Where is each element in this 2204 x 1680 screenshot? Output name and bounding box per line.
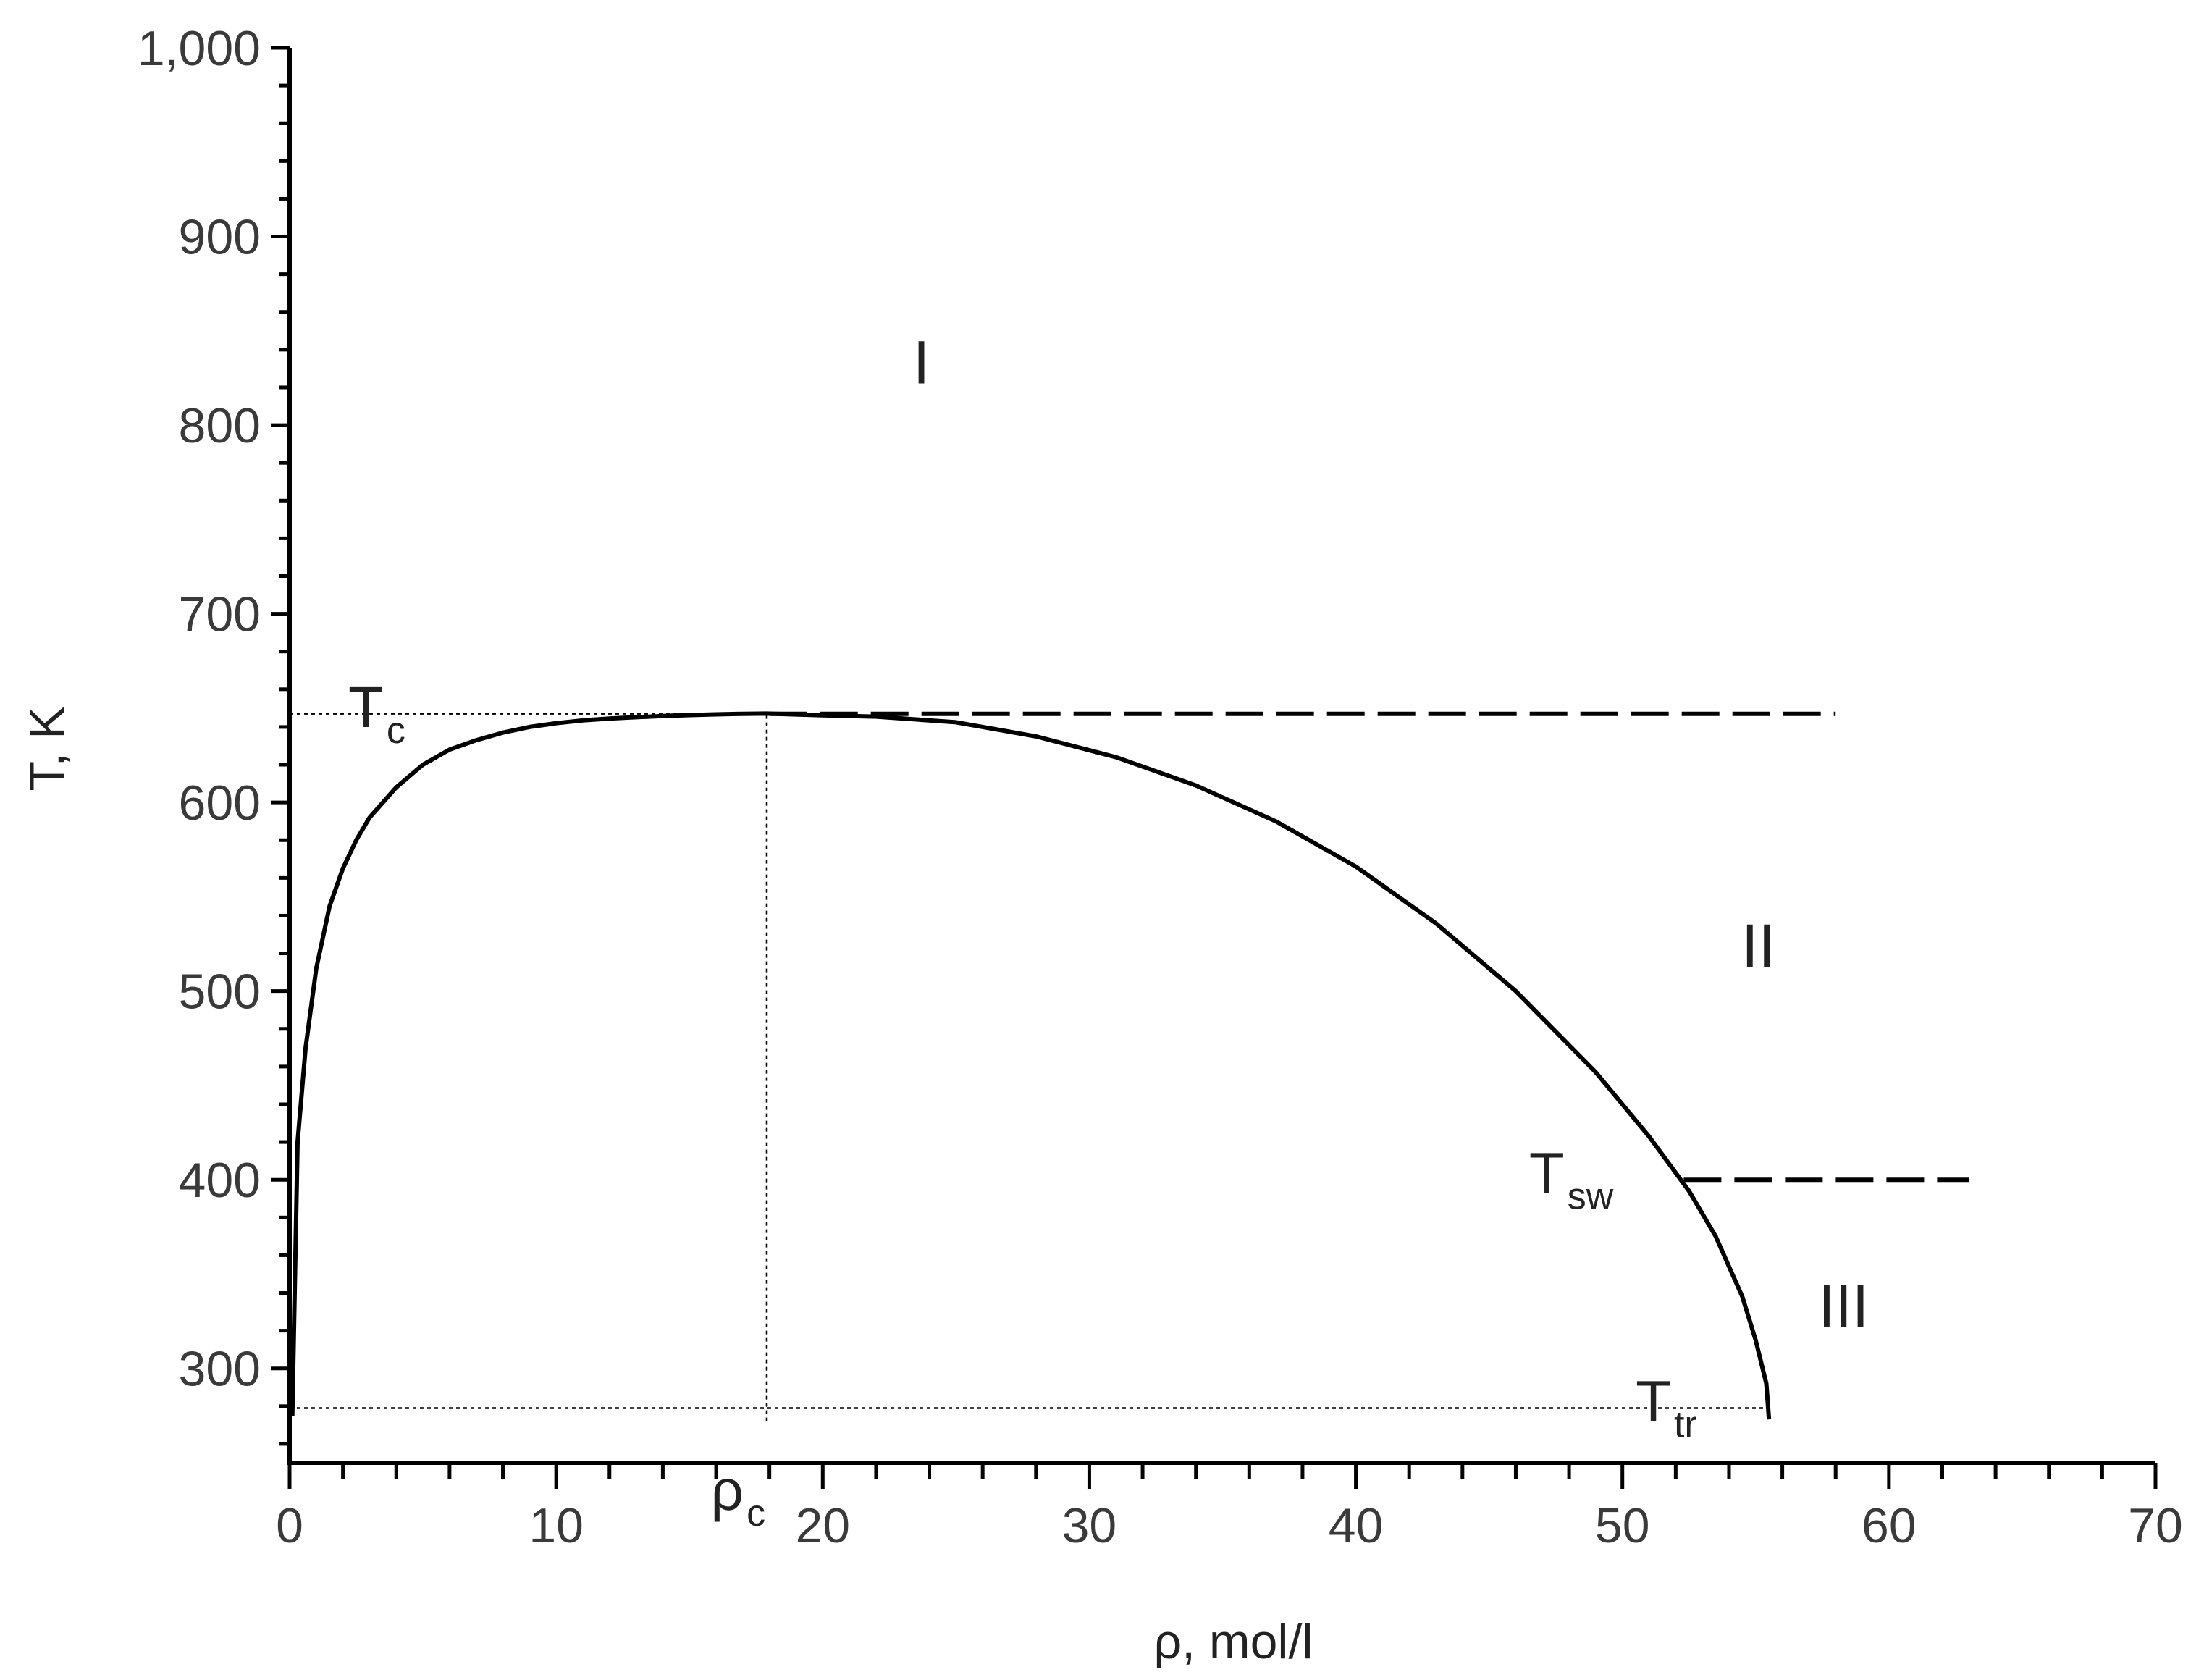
tick-labels: 300 400 500 600 700 800 900 1,000 0 10 20 30 40 50 60 7… [138,21,2183,1553]
y-tick-label: 600 [179,776,261,831]
annotation-label: ρc [711,1458,766,1534]
x-tick-label: 50 [1595,1498,1650,1553]
y-tick-label: 700 [179,587,261,642]
y-axis-title: T, K [20,706,75,791]
coexistence-curve [290,711,1772,1420]
region-label: III [1818,1272,1869,1340]
y-tick-label: 900 [179,210,261,265]
x-tick-label: 40 [1329,1498,1384,1553]
annotation-label: Tc [348,675,405,752]
y-tick-label: 300 [179,1342,261,1397]
annotation-label: Tsw [1529,1141,1614,1217]
region-label: II [1741,912,1775,980]
x-axis-title: ρ, mol/l [1153,1614,1313,1669]
ticks [271,46,2158,1489]
axes [287,48,2155,1465]
x-tick-label: 60 [1862,1498,1917,1553]
x-tick-label: 10 [529,1498,584,1553]
x-tick-label: 70 [2128,1498,2183,1553]
y-tick-label: 400 [179,1153,261,1208]
y-tick-label: 500 [179,965,261,1020]
reference-lines [290,713,1767,1421]
region-label: I [913,329,930,397]
y-tick-label: 800 [179,398,261,453]
x-tick-label: 0 [276,1498,303,1553]
series-lines [290,711,1969,1420]
x-tick-label: 20 [795,1498,850,1553]
annotation-label: Ttr [1636,1369,1697,1446]
y-tick-label: 1,000 [138,21,261,76]
x-tick-label: 30 [1062,1498,1117,1553]
